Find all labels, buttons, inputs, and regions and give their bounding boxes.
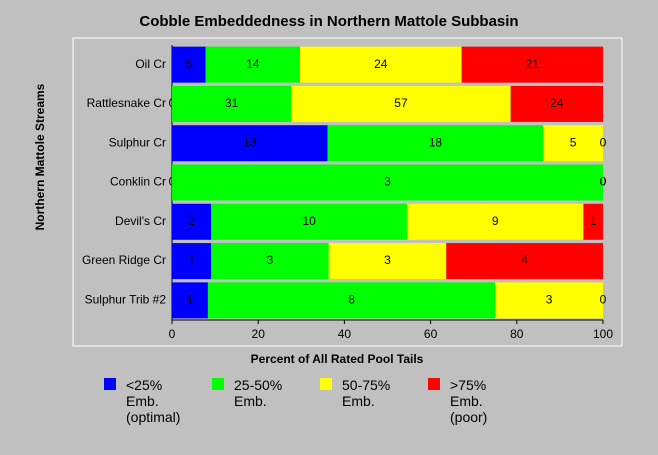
y-tick-label: Oil Cr [135,57,166,71]
data-label: 3 [546,293,553,307]
data-label: 5 [185,57,192,71]
legend-item: 50-75% Emb. [320,377,408,425]
x-axis-label: Percent of All Rated Pool Tails [251,352,424,366]
y-tick-label: Green Ridge Cr [82,253,166,267]
legend: <25% Emb. (optimal) 25-50% Emb. 50-75% Emb… [104,377,536,425]
legend-label: 25-50% Emb. [234,377,283,409]
data-label: 2 [188,214,195,228]
legend-label: 50-75% Emb. [342,377,391,409]
bar-segment [211,243,329,280]
bar-segment [446,243,603,280]
x-tick-label: 100 [593,327,613,341]
bar-segment [327,125,544,162]
data-label: 57 [394,96,408,110]
x-tick-label: 20 [252,327,266,341]
bar-segment [172,164,603,201]
data-label: 0 [600,293,607,307]
data-label: 3 [384,175,391,189]
data-label: 10 [302,214,316,228]
y-tick-label: Conklin Cr [110,175,166,189]
data-label: 31 [225,96,239,110]
chart-title: Cobble Embeddedness in Northern Mattole … [139,13,518,30]
bar-segment [495,282,603,319]
data-label: 5 [570,135,577,149]
data-label: 1 [590,214,597,228]
frame [72,37,623,347]
x-tick-label: 0 [169,327,176,341]
y-tick-label: Sulphur Trib #2 [85,293,167,307]
bar-segment [207,282,496,319]
y-tick-label: Rattlesnake Cr [87,96,166,110]
data-label: 3 [384,253,391,267]
legend-swatch [320,378,332,390]
legend-item: >75% Emb.(poor) [428,377,516,425]
data-label: 24 [374,57,388,71]
legend-swatch [428,378,440,390]
bar-segment [172,243,212,280]
data-label: 1 [188,253,195,267]
bar-segment [510,85,603,122]
bar-segment [205,46,300,83]
x-tick-label: 40 [338,327,352,341]
bar-segment [328,243,447,280]
bar-segment [172,282,208,319]
bar-segment [291,85,511,122]
data-label: 18 [429,135,443,149]
data-label: 14 [246,57,260,71]
legend-swatch [104,378,116,390]
legend-swatch [212,378,224,390]
data-label: 21 [526,57,540,71]
bar-segment [172,85,292,122]
bar-segment [211,203,408,240]
bar-segment [299,46,462,83]
legend-label: <25% Emb. (optimal) [126,377,181,425]
bar-segment [172,46,206,83]
y-tick-label: Sulphur Cr [109,135,166,149]
y-axis-label: Northern Mattole Streams [33,83,47,231]
y-tick-label: Devil's Cr [115,214,166,228]
bar-segment [172,203,212,240]
legend-label: >75% Emb.(poor) [450,377,488,425]
data-label: 0 [600,175,607,189]
bar-segment [461,46,603,83]
legend-item: <25% Emb. (optimal) [104,377,192,425]
data-label: 13 [243,135,257,149]
data-label: 3 [267,253,274,267]
legend-item: 25-50% Emb. [212,377,300,425]
data-label: 4 [521,253,528,267]
bar-segment [583,203,603,240]
data-label: 0 [600,135,607,149]
bar-segment [407,203,584,240]
data-label: 8 [348,293,355,307]
data-label: 24 [550,96,564,110]
data-label: 0 [600,175,607,189]
x-tick-label: 60 [424,327,438,341]
x-tick-label: 80 [510,327,524,341]
bar-segment [543,125,603,162]
data-label: 1 [187,293,194,307]
bar-segment [172,125,328,162]
data-label: 9 [492,214,499,228]
